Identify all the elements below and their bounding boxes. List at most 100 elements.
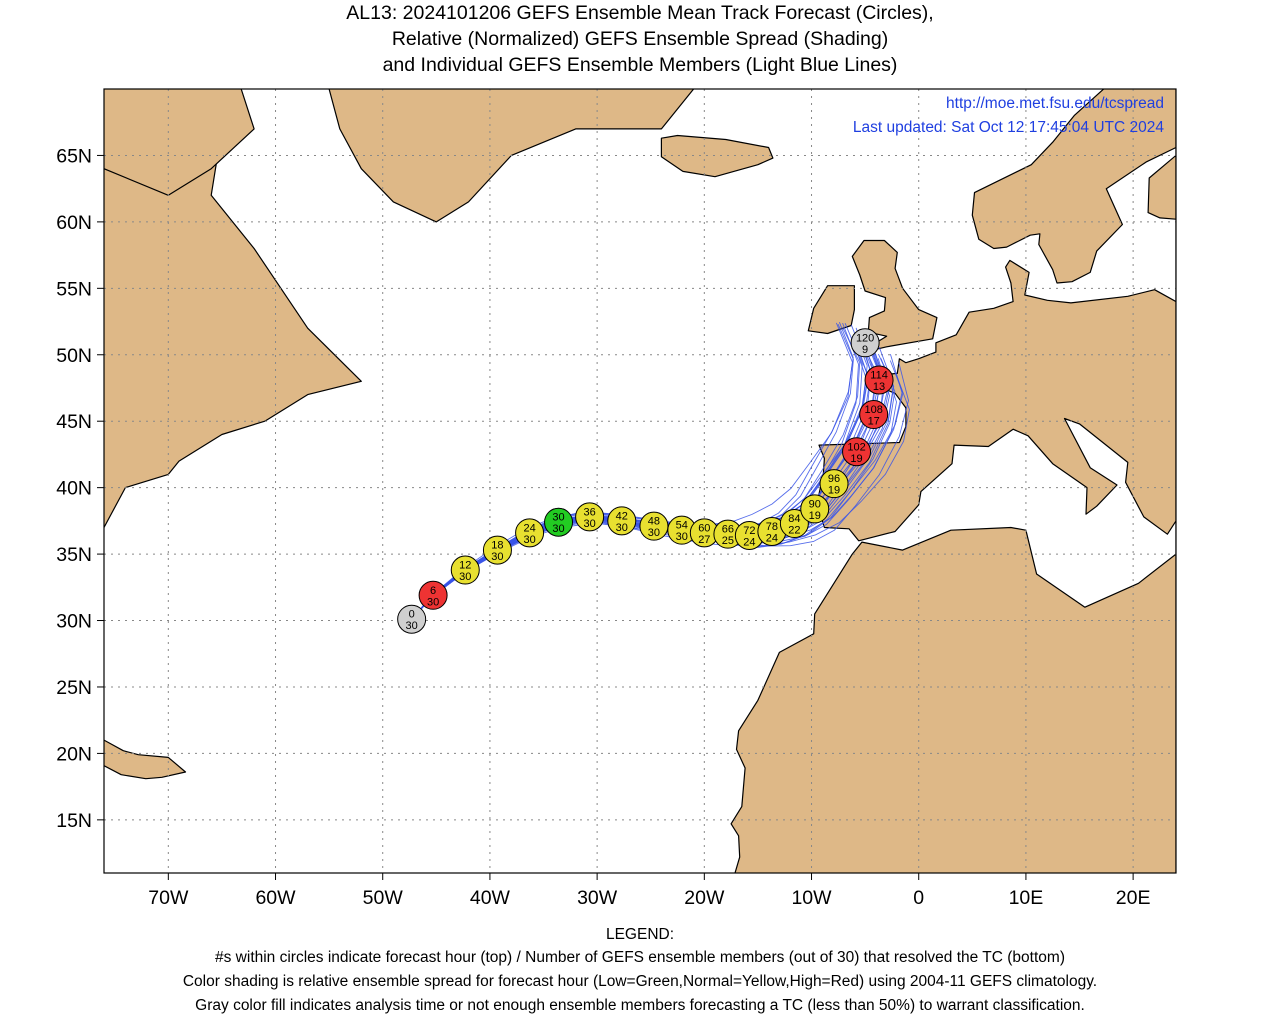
x-tick-label: 50W xyxy=(363,887,404,909)
member-count-label: 22 xyxy=(788,525,800,537)
forecast-hour-label: 66 xyxy=(722,524,734,536)
member-track-line xyxy=(411,373,910,620)
member-count-label: 24 xyxy=(743,536,755,548)
member-count-label: 30 xyxy=(583,518,595,530)
x-tick-label: 40W xyxy=(470,887,511,909)
mean-track: 0306301230183024303030363042304830543060… xyxy=(397,328,894,634)
forecast-hour-label: 36 xyxy=(583,506,595,518)
y-tick-label: 25N xyxy=(56,677,92,699)
x-tick-label: 10W xyxy=(791,887,832,909)
member-count-label: 30 xyxy=(616,522,628,534)
member-count-label: 30 xyxy=(459,571,471,583)
member-count-label: 30 xyxy=(406,620,418,632)
member-count-label: 30 xyxy=(648,527,660,539)
forecast-hour-label: 108 xyxy=(865,404,883,416)
member-count-label: 19 xyxy=(828,485,840,497)
track-circle xyxy=(544,507,574,537)
track-circle xyxy=(607,506,637,536)
track-circle xyxy=(515,518,545,548)
member-count-label: 17 xyxy=(868,416,880,428)
legend-line-2: Color shading is relative ensemble sprea… xyxy=(182,973,1098,990)
axis-ticks: 70W 60W 50W 40W 30W 20W 10W 0 10E 20E 15N 20N 25N 30N… xyxy=(56,145,1150,909)
land-europe-africa xyxy=(730,89,1176,873)
gridlines xyxy=(104,89,1176,873)
land-iceland xyxy=(660,134,774,178)
member-count-label: 30 xyxy=(427,596,439,608)
forecast-hour-label: 120 xyxy=(856,332,874,344)
x-tick-label: 20W xyxy=(684,887,725,909)
y-tick-label: 60N xyxy=(56,212,92,234)
member-count-label: 19 xyxy=(809,510,821,522)
forecast-hour-label: 60 xyxy=(698,522,710,534)
x-tick-label: 30W xyxy=(577,887,618,909)
y-tick-label: 20N xyxy=(56,743,92,765)
forecast-hour-label: 102 xyxy=(847,441,865,453)
track-circle xyxy=(450,555,480,585)
plot-frame xyxy=(103,88,1177,874)
forecast-hour-label: 48 xyxy=(648,516,660,528)
member-count-label: 27 xyxy=(698,534,710,546)
credit-updated: Last updated: Sat Oct 12 17:45:04 UTC 20… xyxy=(853,119,1164,136)
land-ireland xyxy=(807,285,856,335)
land-baffin xyxy=(104,89,255,196)
forecast-hour-label: 30 xyxy=(552,512,564,524)
track-circle xyxy=(864,365,894,395)
forecast-hour-label: 12 xyxy=(459,560,471,572)
forecast-hour-label: 114 xyxy=(870,370,888,382)
track-point: 630 xyxy=(418,580,448,610)
member-count-label: 30 xyxy=(523,534,535,546)
track-circle xyxy=(850,328,880,358)
credit-url[interactable]: http://moe.met.fsu.edu/tcspread xyxy=(946,95,1164,112)
forecast-hour-label: 6 xyxy=(430,585,436,597)
land-north-america xyxy=(104,89,362,529)
forecast-hour-label: 96 xyxy=(828,473,840,485)
x-tick-label: 0 xyxy=(913,887,924,909)
x-tick-label: 60W xyxy=(255,887,296,909)
member-count-label: 30 xyxy=(552,523,564,535)
forecast-hour-label: 24 xyxy=(523,522,535,534)
track-circle xyxy=(418,580,448,610)
land-cuba-hispaniola xyxy=(104,739,187,780)
y-tick-label: 15N xyxy=(56,810,92,832)
x-tick-label: 70W xyxy=(148,887,189,909)
land-great-britain xyxy=(851,239,938,354)
member-count-label: 30 xyxy=(491,551,503,563)
track-circle xyxy=(397,604,427,634)
member-count-label: 25 xyxy=(722,535,734,547)
track-circle xyxy=(819,469,849,499)
member-count-label: 19 xyxy=(850,453,862,465)
track-circle xyxy=(842,437,872,467)
forecast-hour-label: 90 xyxy=(809,498,821,510)
forecast-hour-label: 72 xyxy=(743,525,755,537)
title-line-3: and Individual GEFS Ensemble Members (Li… xyxy=(382,54,898,76)
x-tick-label: 10E xyxy=(1009,887,1044,909)
y-tick-label: 50N xyxy=(56,345,92,367)
track-circle xyxy=(800,494,830,524)
forecast-hour-label: 54 xyxy=(676,520,688,532)
y-tick-label: 65N xyxy=(56,145,92,167)
member-count-label: 9 xyxy=(862,344,868,356)
member-count-label: 30 xyxy=(676,531,688,543)
track-circle xyxy=(575,502,605,532)
y-tick-label: 30N xyxy=(56,611,92,633)
y-tick-label: 40N xyxy=(56,478,92,500)
track-circle xyxy=(482,535,512,565)
forecast-hour-label: 78 xyxy=(766,521,778,533)
title-line-1: AL13: 2024101206 GEFS Ensemble Mean Trac… xyxy=(346,2,934,24)
